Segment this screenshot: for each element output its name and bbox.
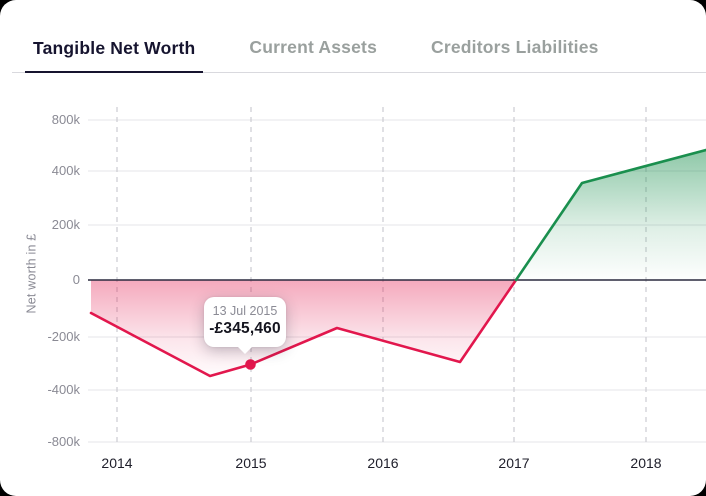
y-tick--400k: -400k	[47, 382, 80, 397]
x-tick-2016: 2016	[367, 455, 399, 471]
tab-bar: Tangible Net Worth Current Assets Credit…	[12, 0, 706, 73]
negative-area-fill	[91, 280, 516, 376]
y-tick-0: 0	[72, 272, 80, 287]
positive-area-fill	[516, 150, 706, 280]
tooltip-date: 13 Jul 2015	[212, 304, 278, 318]
y-tick-200k: 200k	[51, 217, 80, 232]
tab-creditors-liabilities[interactable]: Creditors Liabilities	[431, 37, 599, 57]
y-tick-800k: 800k	[51, 112, 80, 127]
net-worth-line-negative	[89, 278, 518, 378]
tab-tangible-net-worth[interactable]: Tangible Net Worth	[25, 38, 204, 73]
y-tick-400k: 400k	[51, 163, 80, 178]
chart-tooltip: 13 Jul 2015 -£345,460	[204, 297, 286, 347]
x-tick-2015: 2015	[235, 455, 267, 471]
tooltip-value: -£345,460	[209, 320, 281, 337]
selected-point-marker[interactable]	[245, 359, 256, 370]
net-worth-line-positive	[514, 148, 706, 282]
x-tick-2018: 2018	[630, 455, 662, 471]
y-tick--200k: -200k	[47, 329, 80, 344]
y-tick--800k: -800k	[47, 434, 80, 449]
tab-current-assets[interactable]: Current Assets	[249, 37, 377, 57]
x-tick-2017: 2017	[498, 455, 530, 471]
x-tick-2014: 2014	[101, 455, 133, 471]
